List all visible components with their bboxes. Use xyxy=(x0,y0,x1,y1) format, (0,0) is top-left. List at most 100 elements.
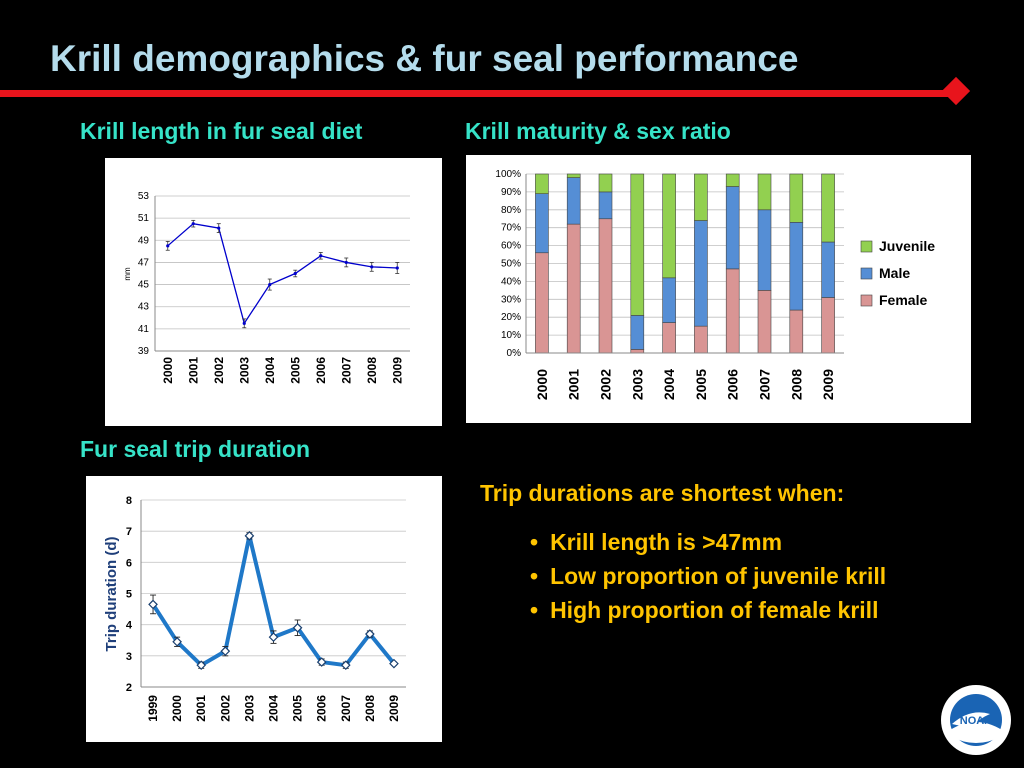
bar-segment-juvenile xyxy=(821,173,835,243)
x-tick-label: 1999 xyxy=(146,695,160,722)
x-tick-label: 2005 xyxy=(291,695,305,722)
y-tick-label: 45 xyxy=(138,280,150,291)
x-tick-label: 2007 xyxy=(339,357,353,384)
y-tick-label: 40% xyxy=(501,276,521,287)
bar-segment-juvenile xyxy=(598,173,613,193)
bar-segment-male xyxy=(789,222,804,311)
length-chart-panel: 39 41 43 45 47 49 51 53 2000 2001 2002 2003 2004 2005… xyxy=(105,158,442,426)
bar-segment-juvenile xyxy=(566,173,581,178)
data-point xyxy=(172,636,182,647)
y-tick-label: 90% xyxy=(501,187,521,198)
bar-segment-male xyxy=(694,220,708,327)
data-point xyxy=(148,599,158,610)
x-tick-label: 2009 xyxy=(387,695,401,722)
x-tick-label: 2005 xyxy=(693,369,709,400)
bar-segment-juvenile xyxy=(789,173,804,223)
data-point xyxy=(268,282,272,287)
x-tick-label: 2001 xyxy=(194,695,208,722)
x-tick-label: 2002 xyxy=(598,369,614,400)
y-tick-label: 2 xyxy=(126,682,132,694)
data-point xyxy=(244,530,255,541)
bar-segment-female xyxy=(662,322,676,354)
callout-bullet: Krill length is >47mm xyxy=(530,529,886,556)
bar-segment-male xyxy=(757,209,772,291)
bar-segment-female xyxy=(535,252,549,354)
legend-label-juvenile: Juvenile xyxy=(879,238,935,254)
bar-segment-juvenile xyxy=(535,173,549,194)
x-tick-label: 2002 xyxy=(218,695,232,722)
data-point xyxy=(340,660,351,671)
y-tick-label: 0% xyxy=(507,348,522,359)
y-tick-label: 41 xyxy=(138,324,150,335)
bar-segment-female xyxy=(630,349,645,354)
y-tick-label: 5 xyxy=(126,589,132,601)
x-tick-label: 2008 xyxy=(363,695,377,722)
data-point xyxy=(166,244,170,248)
krill-maturity-chart: 0% 10% 20% 30% 40% 50% 60% 70% 80% 90% 100% 2000 200… xyxy=(495,169,935,400)
y-tick-label: 53 xyxy=(138,191,150,202)
x-tick-label: 2008 xyxy=(365,357,379,384)
bar-segment-juvenile xyxy=(757,173,772,211)
length-chart-title: Krill length in fur seal diet xyxy=(80,118,363,144)
x-tick-label: 2005 xyxy=(288,357,302,384)
data-point xyxy=(268,632,279,642)
y-tick-label: 7 xyxy=(126,526,132,538)
callout-bullet: High proportion of female krill xyxy=(530,597,886,624)
y-tick-label: 20% xyxy=(501,312,521,323)
slide-title: Krill demographics & fur seal performanc… xyxy=(50,38,799,79)
legend-swatch-female xyxy=(860,294,873,307)
x-tick-label: 2002 xyxy=(212,357,226,384)
x-tick-label: 2001 xyxy=(566,369,582,400)
callout-heading: Trip durations are shortest when: xyxy=(480,480,845,506)
y-tick-label: 51 xyxy=(138,213,150,224)
legend-label-male: Male xyxy=(879,265,910,281)
y-axis-label: Trip duration (d) xyxy=(103,537,120,652)
legend-swatch-juvenile xyxy=(860,240,873,253)
bar-segment-male xyxy=(821,241,835,298)
bar-segment-male xyxy=(566,177,581,225)
bar-segment-male xyxy=(535,193,549,254)
y-tick-label: 8 xyxy=(126,495,132,507)
x-tick-label: 2004 xyxy=(263,357,277,384)
trip-chart-title: Fur seal trip duration xyxy=(80,436,311,462)
x-tick-label: 2003 xyxy=(629,369,645,400)
y-tick-label: 80% xyxy=(501,205,521,216)
x-tick-label: 2000 xyxy=(161,357,175,384)
callout-list: Krill length is >47mm Low proportion of … xyxy=(480,529,886,624)
bar-segment-female xyxy=(789,309,804,354)
data-point xyxy=(389,658,399,669)
x-tick-label: 2001 xyxy=(186,357,200,384)
bar-segment-male xyxy=(630,315,645,350)
data-point xyxy=(292,622,303,633)
x-tick-label: 2003 xyxy=(242,695,256,722)
divider-diamond-icon xyxy=(941,76,971,106)
x-tick-label: 2007 xyxy=(339,695,353,722)
trip-series-line xyxy=(151,533,396,668)
bar-segment-female xyxy=(725,268,740,354)
findings-callout: Trip durations are shortest when: Krill … xyxy=(480,480,886,631)
bar-segment-female xyxy=(694,325,708,354)
y-tick-label: 30% xyxy=(501,294,521,305)
data-point xyxy=(293,271,297,276)
data-point xyxy=(395,266,399,270)
bar-segment-male xyxy=(662,277,676,323)
x-tick-label: 2000 xyxy=(534,369,550,400)
data-point xyxy=(220,646,231,657)
x-tick-label: 2000 xyxy=(170,695,184,722)
x-tick-label: 2009 xyxy=(820,369,836,400)
bar-segment-female xyxy=(598,218,613,354)
legend-swatch-male xyxy=(860,267,873,280)
bar-segment-female xyxy=(566,223,581,354)
y-tick-label: 60% xyxy=(501,241,521,252)
bar-segment-juvenile xyxy=(694,173,708,221)
y-tick-label: 50% xyxy=(501,259,521,270)
data-point xyxy=(344,260,348,265)
maturity-chart-title: Krill maturity & sex ratio xyxy=(465,118,731,144)
bar-segment-male xyxy=(725,186,740,270)
data-point xyxy=(365,629,375,639)
data-point xyxy=(217,226,221,230)
bar-segment-juvenile xyxy=(725,173,740,187)
x-tick-label: 2006 xyxy=(725,369,741,400)
legend-label-female: Female xyxy=(879,292,927,308)
bar-segment-female xyxy=(757,290,772,354)
